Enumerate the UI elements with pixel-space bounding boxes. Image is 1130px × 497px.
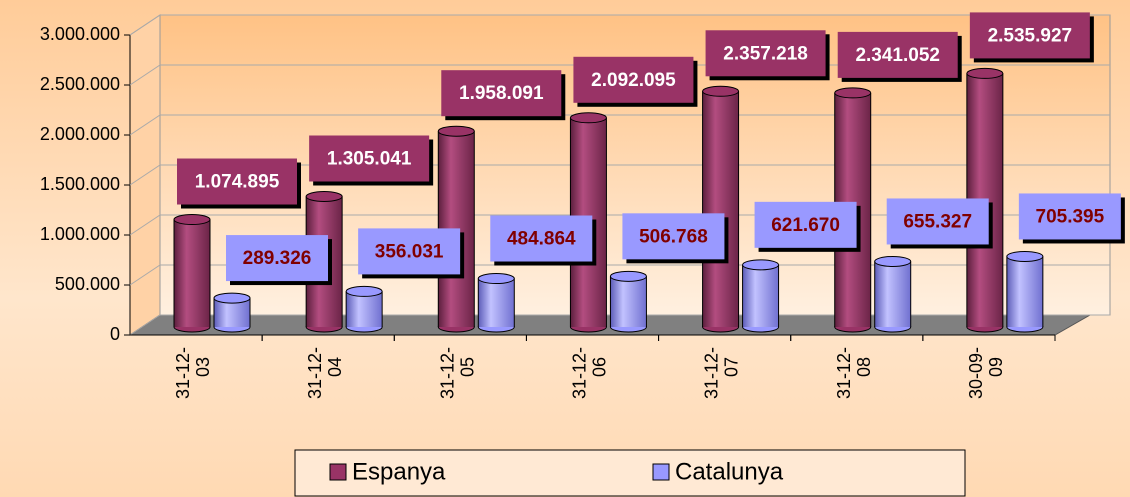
data-label: 289.326	[243, 248, 312, 269]
data-label: 655.327	[903, 211, 972, 232]
label-box	[441, 70, 562, 117]
bar	[609, 270, 647, 333]
data-label: 484.864	[507, 229, 576, 250]
data-label: 705.395	[1036, 206, 1105, 227]
x-tick-label: 31-12-08	[834, 347, 874, 399]
bar-top	[213, 292, 251, 304]
y-tick-label: 3.000.000	[40, 24, 120, 44]
data-label: 2.357.218	[723, 43, 808, 64]
x-tick-label: 31-12-03	[173, 347, 213, 399]
label-box	[177, 158, 297, 205]
x-tick-label: 31-12-04	[305, 347, 345, 399]
bar-body	[874, 261, 911, 327]
x-tick-label: 30-09-09	[966, 347, 1006, 399]
label-box	[309, 135, 430, 182]
y-tick-label: 1.000.000	[40, 224, 120, 244]
label-box	[754, 201, 857, 248]
bar-top	[305, 190, 343, 202]
bar-body	[478, 278, 515, 327]
y-tick-label: 500.000	[55, 274, 120, 294]
x-tick-label: 31-12-07	[701, 347, 741, 399]
bar-body	[702, 91, 739, 327]
x-tick-label: 31-12-05	[437, 347, 477, 399]
data-label: 2.092.095	[591, 70, 676, 91]
label-box	[622, 213, 725, 260]
bar-top	[477, 273, 515, 285]
bar-top	[702, 85, 740, 97]
bar-top	[437, 125, 475, 137]
bar-top	[1006, 250, 1044, 262]
grid-line	[129, 314, 1110, 336]
data-label: 1.958.091	[459, 83, 544, 104]
bar	[213, 292, 251, 333]
label-box	[358, 228, 461, 275]
label-box	[705, 30, 826, 77]
y-tick-label: 2.500.000	[40, 74, 120, 94]
legend-label: Espanya	[352, 458, 446, 485]
bar-body	[1006, 256, 1043, 327]
legend-swatch	[329, 463, 347, 481]
data-label: 506.768	[639, 226, 708, 247]
bar-top	[569, 112, 607, 124]
bar-top	[834, 87, 872, 99]
data-label: 1.074.895	[195, 172, 280, 193]
legend-swatch	[652, 463, 670, 481]
data-label: 621.670	[771, 215, 840, 236]
grid-line	[129, 264, 1110, 286]
bar	[173, 214, 211, 333]
y-tick-label: 2.000.000	[40, 124, 120, 144]
bar-top	[966, 67, 1004, 79]
bar-body	[346, 291, 383, 327]
bar	[345, 285, 383, 333]
bar-top	[173, 214, 211, 226]
y-tick-label: 1.500.000	[40, 174, 120, 194]
label-box	[490, 215, 593, 262]
bar-body	[610, 276, 647, 327]
bar-body	[174, 219, 210, 327]
bar-top	[609, 270, 647, 282]
legend-label: Catalunya	[675, 458, 784, 485]
bar-top	[345, 285, 383, 297]
y-tick-label: 0	[110, 324, 120, 344]
label-box	[573, 56, 694, 103]
bar	[477, 273, 515, 333]
grid-line	[129, 164, 1110, 186]
x-tick-label: 31-12-06	[569, 347, 609, 399]
label-box	[837, 31, 958, 78]
bar-body	[742, 264, 779, 327]
label-box	[886, 198, 989, 245]
label-box	[969, 12, 1090, 59]
label-box	[1018, 193, 1121, 240]
label-box	[226, 235, 328, 282]
data-label: 356.031	[375, 241, 444, 262]
bar	[1006, 250, 1044, 333]
data-label: 2.341.052	[855, 45, 940, 66]
grid-line	[129, 14, 1110, 36]
legend-box	[294, 449, 966, 497]
bar	[702, 85, 740, 333]
bar	[874, 255, 912, 333]
data-label: 1.305.041	[327, 149, 412, 170]
bar-top	[742, 259, 780, 271]
data-label: 2.535.927	[988, 25, 1073, 46]
grid-line	[129, 114, 1110, 136]
bar	[742, 259, 780, 333]
bar-top	[874, 255, 912, 267]
